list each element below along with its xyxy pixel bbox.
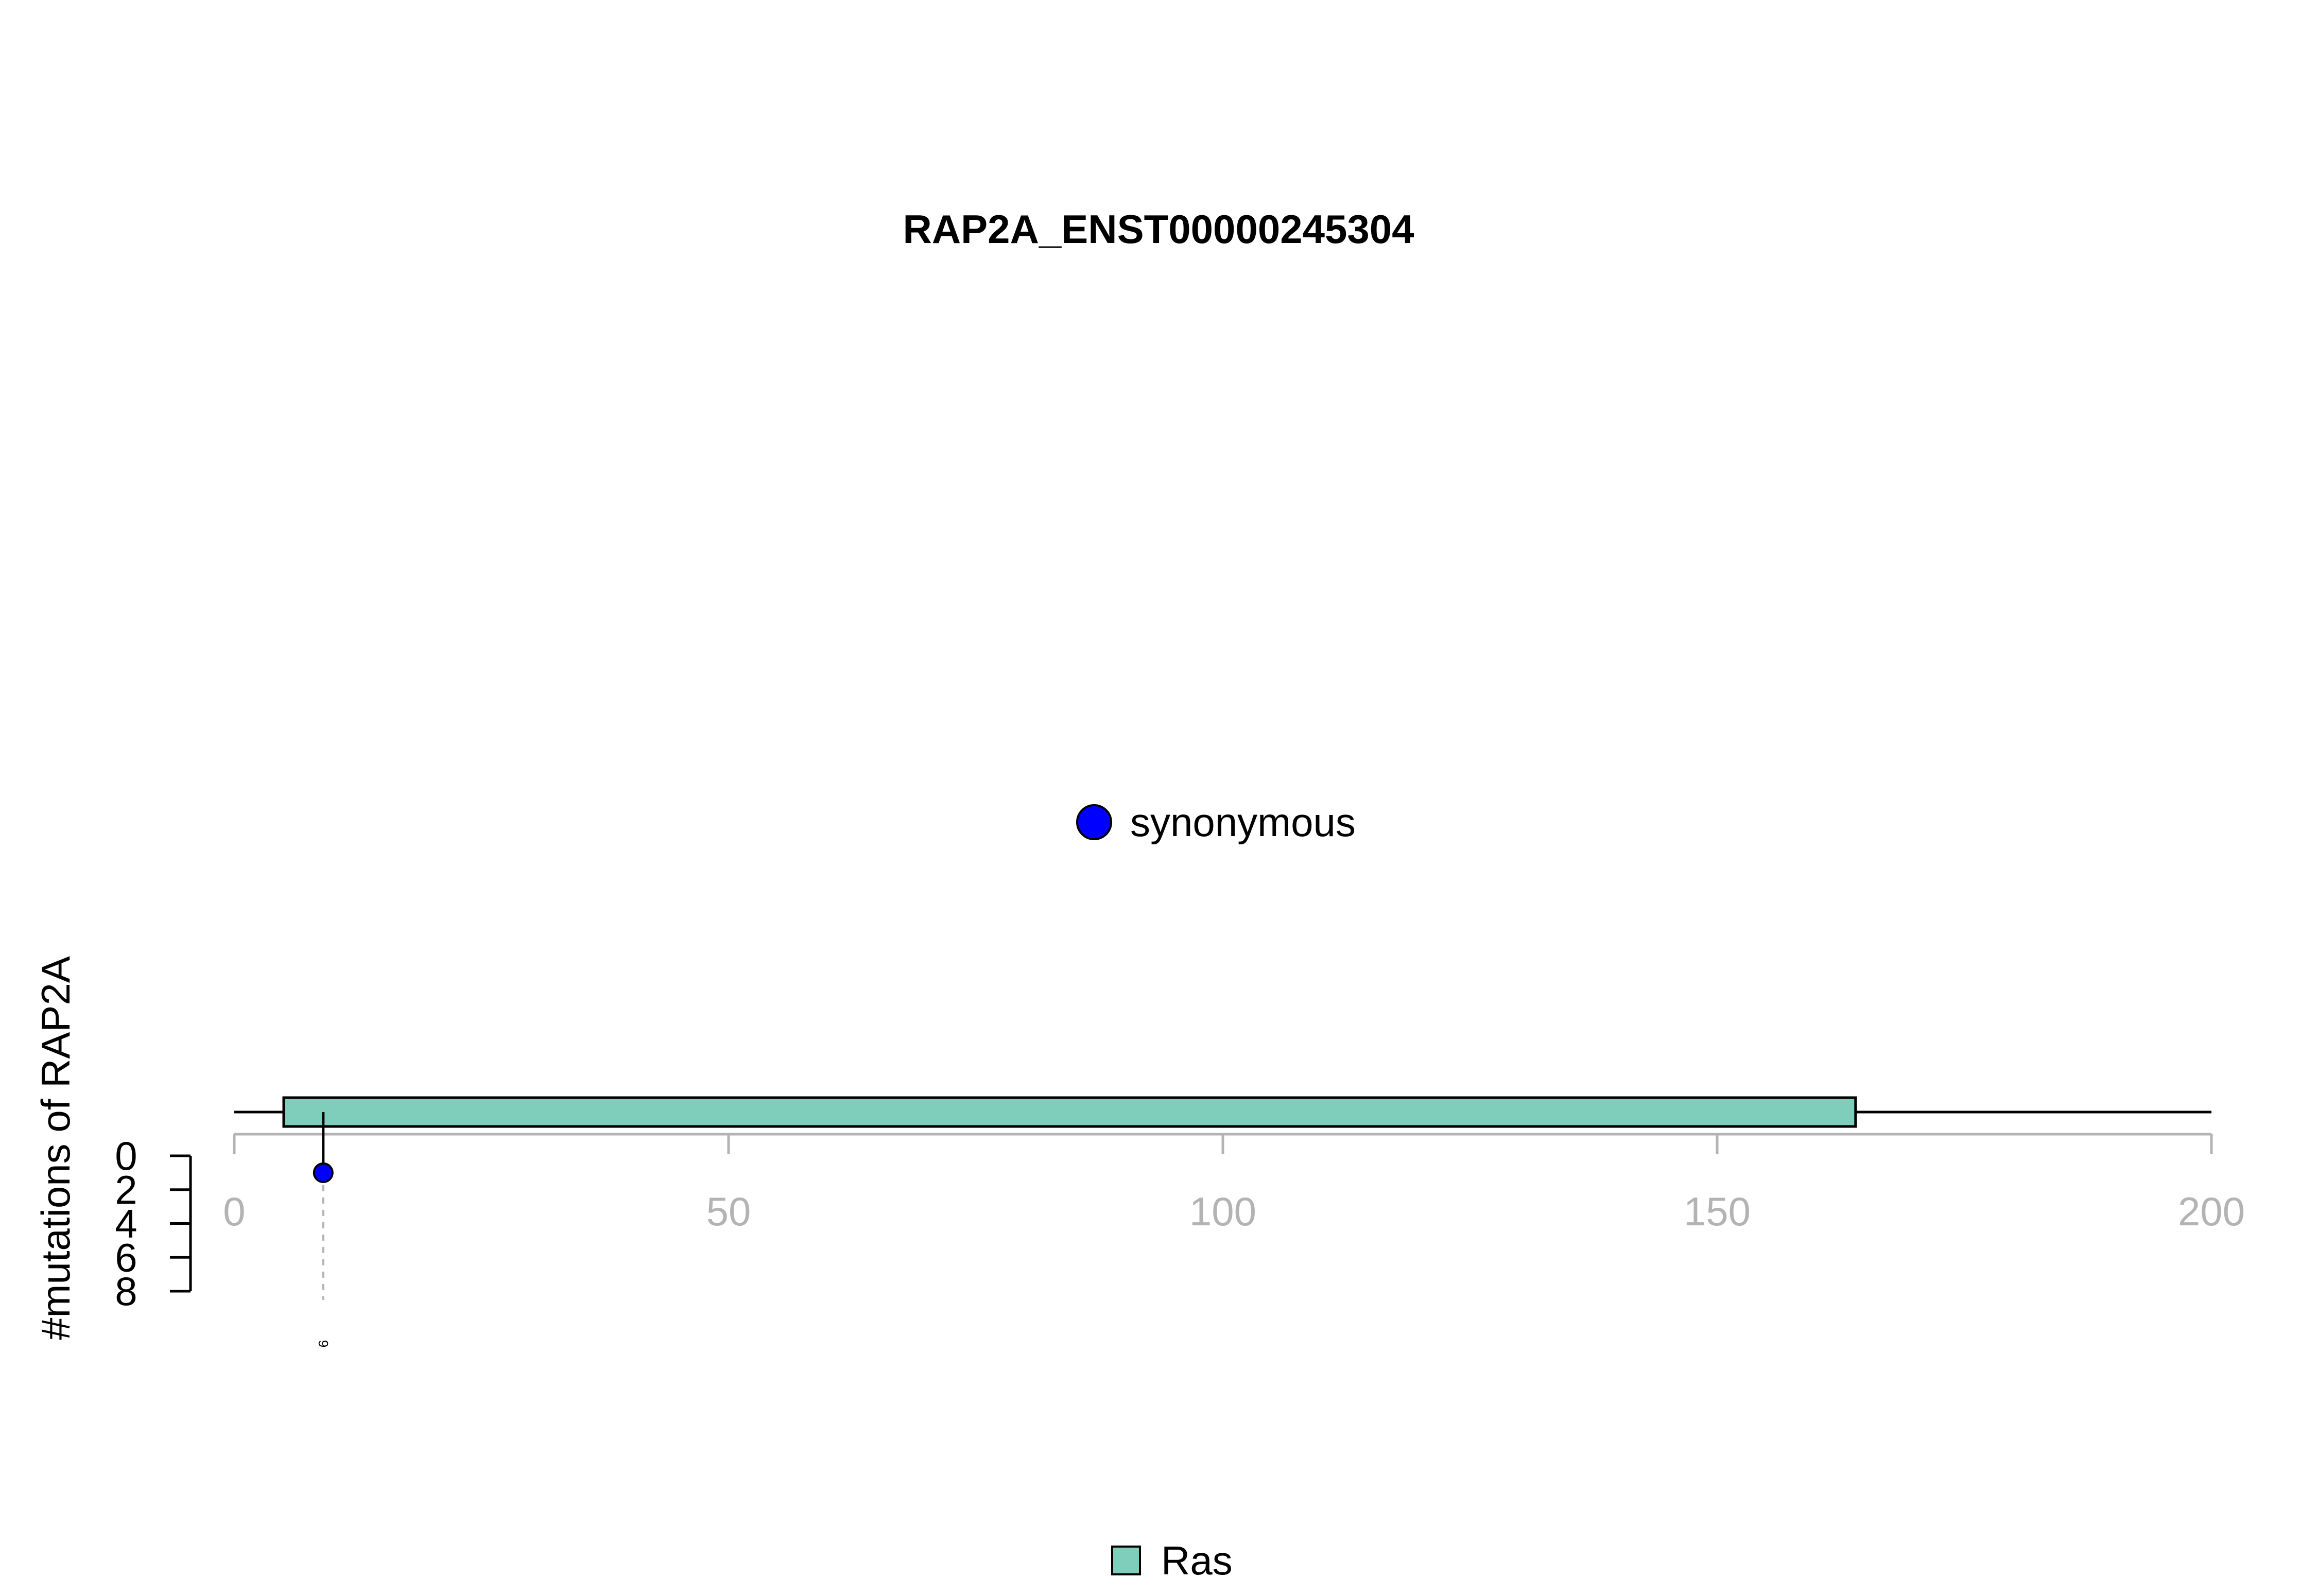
x-tick-label: 50	[706, 1189, 751, 1234]
x-tick-label: 100	[1189, 1189, 1256, 1234]
mutation-legend: synonymous	[1076, 800, 1356, 845]
chart-title: RAP2A_ENST00000245304	[903, 206, 1414, 252]
domain-legend-label: Ras	[1161, 1538, 1233, 1583]
domain-track	[282, 1096, 1857, 1128]
y-tick-label: 4	[115, 1201, 137, 1246]
mutation-legend-label: synonymous	[1130, 800, 1356, 845]
x-tick-label: 150	[1684, 1189, 1751, 1234]
y-tick-label: 8	[115, 1269, 137, 1314]
mutation-point	[313, 1162, 334, 1183]
y-axis-label: #mutations of RAP2A	[33, 956, 78, 1340]
x-tick-label: 0	[223, 1189, 245, 1234]
domain-ras	[282, 1096, 1857, 1128]
domain-legend-swatch	[1111, 1546, 1141, 1575]
domain-legend: Ras	[1111, 1538, 1233, 1583]
x-tick-label: 200	[2178, 1189, 2245, 1234]
y-tick-label: 0	[115, 1133, 137, 1178]
mutation-legend-marker	[1076, 804, 1112, 840]
mutation-position-label: 9	[316, 1340, 331, 1347]
x-axis: 0 50 100 150 200	[223, 1133, 2245, 1234]
y-tick-label: 2	[115, 1167, 137, 1212]
y-tick-label: 6	[115, 1235, 137, 1280]
mutation-track: 9	[313, 1112, 334, 1347]
